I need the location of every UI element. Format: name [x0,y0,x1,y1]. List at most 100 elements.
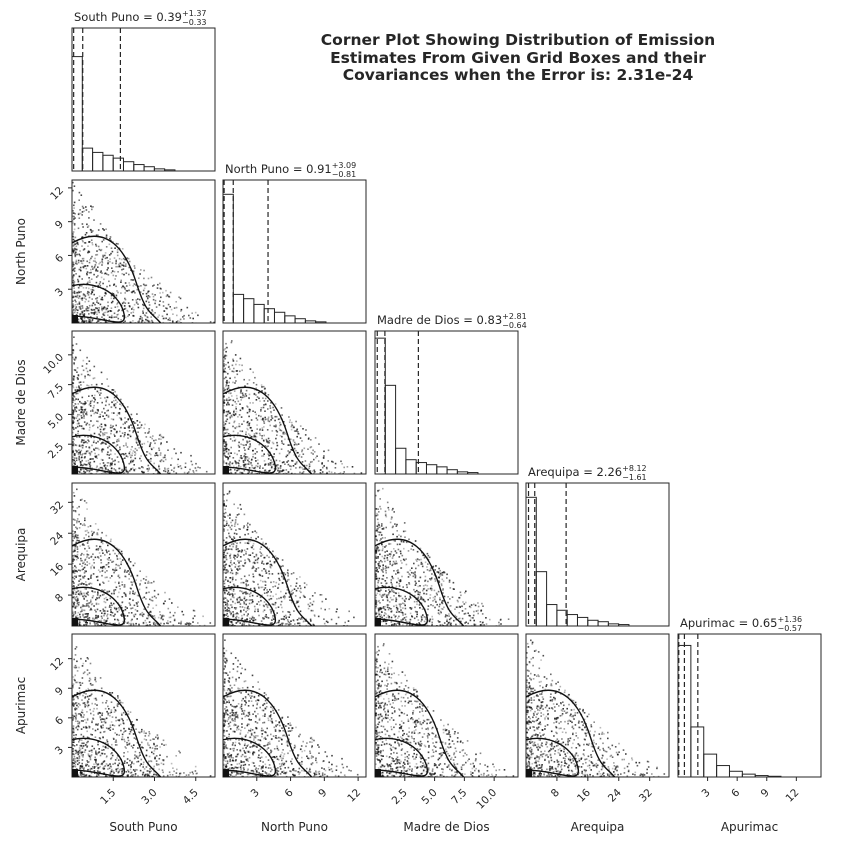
scatter-point [82,604,84,606]
scatter-point [233,452,236,455]
scatter-point [118,553,120,555]
scatter-point [139,317,142,320]
scatter-point [119,403,121,405]
scatter-point [381,616,383,619]
scatter-point [121,268,123,271]
scatter-point [323,464,325,467]
scatter-point [290,573,293,575]
scatter-point [136,427,139,429]
scatter-point [93,412,95,415]
scatter-point [145,292,148,295]
scatter-point [282,443,285,445]
scatter-point [377,557,379,559]
scatter-point [72,539,74,542]
scatter-point [133,290,135,292]
scatter-point [253,433,256,435]
scatter-point [83,415,85,417]
scatter-point [252,410,254,412]
scatter-point [167,622,169,625]
scatter-point [237,507,239,509]
scatter-point [96,316,98,318]
scatter-point [156,454,158,456]
scatter-point [283,461,285,463]
scatter-point [275,472,278,474]
scatter-point [251,464,253,467]
scatter-point [103,438,106,440]
scatter-point [117,243,119,245]
scatter-point [279,467,282,469]
scatter-point [225,450,228,453]
scatter-point [123,592,125,594]
scatter-point [99,625,101,626]
scatter-point [76,392,79,395]
scatter-point [84,452,86,455]
scatter-point [226,388,229,391]
scatter-point [83,321,85,323]
scatter-point [252,544,254,547]
scatter-point [225,554,227,557]
histogram-frame-1 [71,27,216,172]
scatter-point [97,440,99,443]
scatter-point [77,398,79,401]
scatter-point [267,445,269,447]
scatter-point [264,392,267,394]
scatter-point [287,569,289,571]
scatter-point [115,566,117,569]
scatter-point [425,593,428,595]
scatter-point [74,519,76,521]
scatter-point [323,618,325,620]
scatter-point [86,384,88,387]
scatter-point [90,205,92,207]
scatter-point [130,459,133,462]
scatter-point [167,620,169,622]
scatter-point [297,443,300,445]
scatter-point [75,248,78,251]
scatter-point [188,622,190,625]
scatter-point [75,570,77,572]
scatter-point [227,402,229,404]
scatter-point [75,417,78,419]
scatter-point [74,510,77,512]
scatter-point [241,614,243,617]
scatter-point [230,414,233,417]
scatter-point [134,267,136,269]
scatter-point [122,268,125,270]
scatter-point [264,393,267,395]
scatter-point [251,599,254,601]
scatter-point [86,555,89,557]
scatter-point [424,575,427,578]
scatter-point [111,314,113,317]
scatter-point [83,210,85,212]
scatter-point [237,444,240,447]
scatter-point [94,591,96,593]
scatter-point [229,468,232,471]
scatter-point [399,550,402,553]
scatter-point [93,313,96,315]
scatter-point [133,615,136,618]
scatter-point [284,614,287,617]
scatter-point [273,453,275,455]
scatter-point [258,624,260,626]
scatter-point [116,618,119,621]
scatter-point [75,605,77,607]
scatter-point [121,264,124,266]
scatter-point [84,524,86,527]
scatter-point [232,590,235,592]
scatter-point [277,473,279,474]
scatter-point [134,608,137,611]
scatter-point [88,469,90,472]
scatter-point [152,321,154,323]
scatter-point [120,404,123,407]
scatter-point [233,554,236,557]
scatter-point [91,444,93,447]
histogram-title-1: South Puno = 0.39+1.37 −0.33 [74,9,207,27]
scatter-point [139,457,141,460]
scatter-point [98,320,100,322]
scatter-point [104,432,106,434]
scatter-point [281,564,284,567]
scatter-point [149,598,151,601]
scatter-point [155,439,157,441]
scatter-point [398,594,400,597]
scatter-point [377,531,380,533]
scatter-point [386,577,388,579]
